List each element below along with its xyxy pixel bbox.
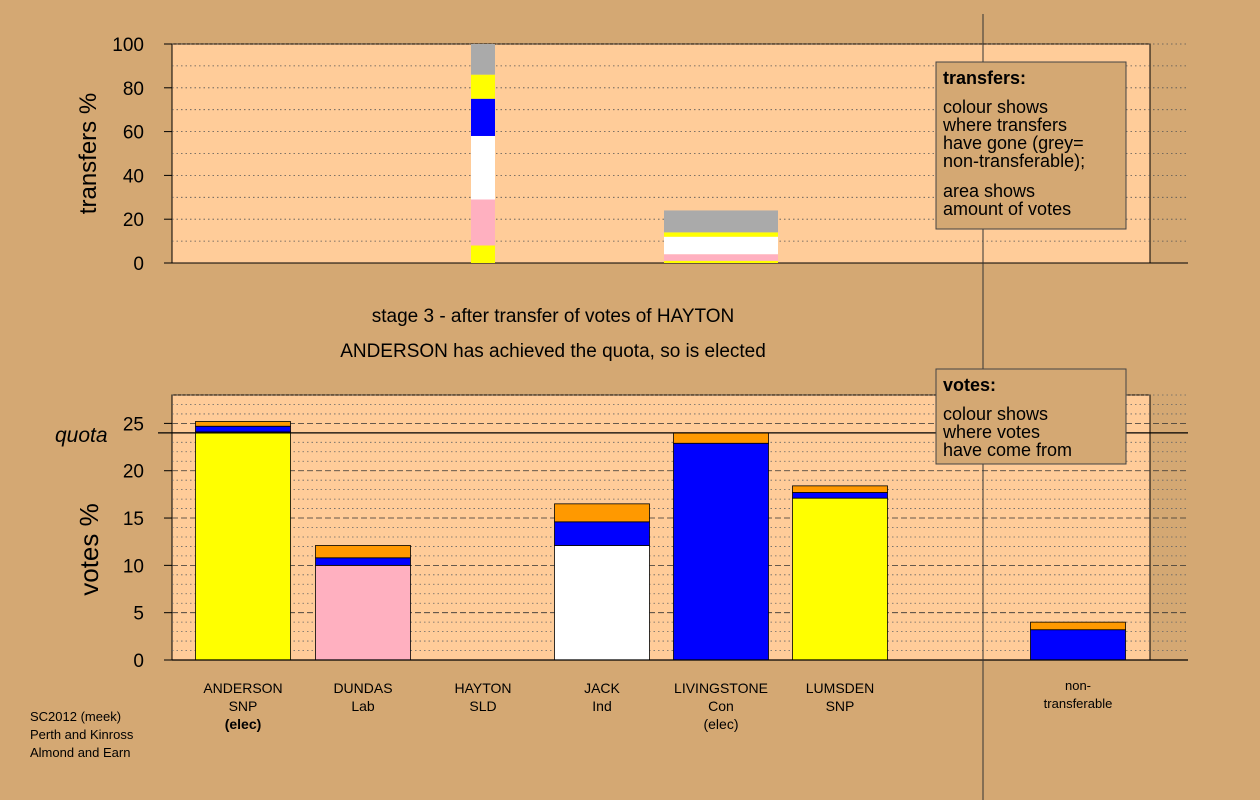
y-tick-label: 10	[123, 556, 144, 577]
transfer-segment	[471, 98, 495, 136]
transfer-segment	[664, 210, 778, 233]
legend-title: transfers:	[943, 68, 1026, 88]
candidate-party-label: SNP	[826, 698, 855, 714]
y-tick-label: 40	[123, 166, 144, 187]
y-axis-label: votes %	[74, 503, 104, 596]
legend-text: colour shows	[943, 404, 1048, 424]
footer-line: SC2012 (meek)	[30, 709, 122, 724]
legend-text: have gone (grey=	[943, 133, 1084, 153]
transfer-segment	[664, 254, 778, 261]
candidate-status-label: (elec)	[225, 716, 262, 732]
vote-bar-segment	[1030, 629, 1126, 661]
candidate-party-label: Ind	[592, 698, 611, 714]
transfer-segment	[471, 44, 495, 75]
legend-text: have come from	[943, 440, 1072, 460]
y-axis-label: transfers %	[75, 93, 102, 214]
nontransferable-label: transferable	[1044, 696, 1113, 711]
legend-text: area shows	[943, 181, 1035, 201]
candidate-party-label: SLD	[469, 698, 496, 714]
candidate-name-label: DUNDAS	[333, 680, 392, 696]
vote-bar-segment	[554, 545, 650, 661]
candidate-party-label: Con	[708, 698, 734, 714]
transfer-segment	[664, 260, 778, 263]
y-tick-label: 0	[133, 651, 144, 672]
vote-bar-segment	[195, 421, 291, 427]
candidate-status-label: (elec)	[703, 716, 738, 732]
candidate-name-label: HAYTON	[454, 680, 511, 696]
vote-bar-segment	[315, 564, 411, 661]
vote-bar-segment	[792, 492, 888, 499]
vote-bar-segment	[673, 432, 769, 444]
candidate-name-label: LUMSDEN	[806, 680, 874, 696]
legend-text: colour shows	[943, 97, 1048, 117]
candidate-party-label: SNP	[229, 698, 258, 714]
transfer-segment	[471, 199, 495, 246]
y-tick-label: 0	[133, 254, 144, 275]
legend-text: amount of votes	[943, 199, 1071, 219]
vote-bar-segment	[792, 485, 888, 493]
candidate-name-label: LIVINGSTONE	[674, 680, 768, 696]
nontransferable-label: non-	[1065, 678, 1091, 693]
footer: SC2012 (meek) Perth and Kinross Almond a…	[30, 708, 133, 762]
vote-bar-segment	[554, 521, 650, 546]
transfer-segment	[664, 232, 778, 237]
vote-bar-segment	[315, 545, 411, 559]
quota-label: quota	[55, 424, 108, 447]
vote-bar-segment	[673, 442, 769, 661]
votes-legend-box	[935, 368, 1127, 465]
y-tick-label: 20	[123, 462, 144, 483]
stage-text: stage 3 - after transfer of votes of HAY…	[372, 306, 735, 327]
y-tick-label: 5	[133, 604, 144, 625]
y-tick-label: 20	[123, 210, 144, 231]
legend-text: where transfers	[942, 115, 1067, 135]
y-tick-label: 60	[123, 123, 144, 144]
transfer-segment	[471, 135, 495, 200]
vote-bar-segment	[1030, 621, 1126, 631]
y-tick-label: 100	[112, 35, 144, 56]
vote-bar-segment	[195, 425, 291, 433]
transfers-legend-box	[935, 61, 1127, 230]
vote-bar-segment	[315, 557, 411, 566]
vote-bar-segment	[554, 503, 650, 523]
vote-bar-segment	[792, 497, 888, 661]
vote-bar-segment	[195, 431, 291, 661]
y-tick-label: 25	[123, 414, 144, 435]
footer-line: Almond and Earn	[30, 745, 131, 760]
candidate-party-label: Lab	[351, 698, 375, 714]
status-text: ANDERSON has achieved the quota, so is e…	[340, 341, 766, 362]
footer-line: Perth and Kinross	[30, 727, 134, 742]
transfer-segment	[471, 245, 495, 263]
legend-text: where votes	[942, 422, 1040, 442]
y-tick-label: 80	[123, 79, 144, 100]
legend-title: votes:	[943, 375, 996, 395]
y-tick-label: 15	[123, 509, 144, 530]
transfer-segment	[471, 74, 495, 99]
legend-text: non-transferable);	[943, 151, 1085, 171]
candidate-name-label: JACK	[584, 680, 620, 696]
transfer-segment	[664, 236, 778, 255]
candidate-name-label: ANDERSON	[203, 680, 282, 696]
